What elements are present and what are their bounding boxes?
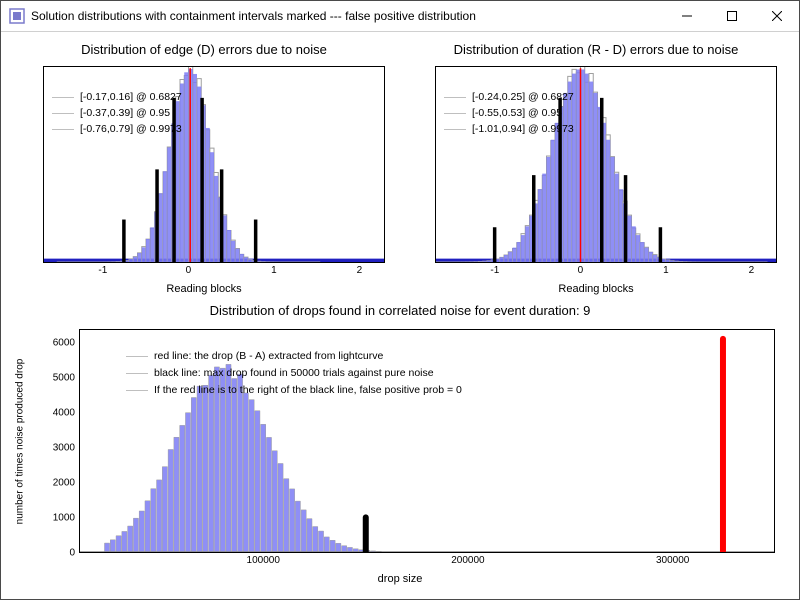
edge-errors-title: Distribution of edge (D) errors due to n… xyxy=(13,42,395,57)
edge-errors-xlabel: Reading blocks xyxy=(13,283,395,295)
drops-plot: red line: the drop (B - A) extracted fro… xyxy=(79,329,775,553)
content-area: Distribution of edge (D) errors due to n… xyxy=(1,32,799,599)
legend-item: [-0.37,0.39] @ 0.95 xyxy=(80,105,170,121)
drops-legend: red line: the drop (B - A) extracted fro… xyxy=(126,348,462,399)
edge-errors-plot: [-0.17,0.16] @ 0.6827 [-0.37,0.39] @ 0.9… xyxy=(43,66,385,263)
legend-item: [-0.17,0.16] @ 0.6827 xyxy=(80,89,182,105)
edge-errors-panel: Distribution of edge (D) errors due to n… xyxy=(13,42,395,297)
edge-errors-xticks: -1012 xyxy=(43,265,385,277)
legend-item: If the red line is to the right of the b… xyxy=(154,382,462,399)
window-title: Solution distributions with containment … xyxy=(31,9,664,23)
duration-errors-plot: [-0.24,0.25] @ 0.6827 [-0.55,0.53] @ 0.9… xyxy=(435,66,777,263)
duration-errors-legend: [-0.24,0.25] @ 0.6827 [-0.55,0.53] @ 0.9… xyxy=(444,89,574,137)
top-row: Distribution of edge (D) errors due to n… xyxy=(13,42,787,297)
legend-item: [-1.01,0.94] @ 0.9973 xyxy=(472,121,574,137)
drops-ylabel: number of times noise produced drop xyxy=(13,329,27,553)
window-controls xyxy=(664,1,799,31)
drops-xticks: 100000200000300000 xyxy=(79,555,775,567)
app-window: Solution distributions with containment … xyxy=(0,0,800,600)
duration-errors-title: Distribution of duration (R - D) errors … xyxy=(405,42,787,57)
maximize-button[interactable] xyxy=(709,1,754,31)
edge-errors-legend: [-0.17,0.16] @ 0.6827 [-0.37,0.39] @ 0.9… xyxy=(52,89,182,137)
drops-panel: Distribution of drops found in correlate… xyxy=(13,303,787,587)
duration-errors-panel: Distribution of duration (R - D) errors … xyxy=(405,42,787,297)
close-button[interactable] xyxy=(754,1,799,31)
drops-yticks: 0100020003000400050006000 xyxy=(43,329,77,553)
drops-title: Distribution of drops found in correlate… xyxy=(13,303,787,318)
drops-xlabel: drop size xyxy=(13,573,787,585)
legend-item: [-0.55,0.53] @ 0.95 xyxy=(472,105,562,121)
legend-item: black line: max drop found in 50000 tria… xyxy=(154,365,434,382)
duration-errors-xlabel: Reading blocks xyxy=(405,283,787,295)
legend-item: [-0.76,0.79] @ 0.9973 xyxy=(80,121,182,137)
titlebar[interactable]: Solution distributions with containment … xyxy=(1,1,799,32)
minimize-button[interactable] xyxy=(664,1,709,31)
legend-item: red line: the drop (B - A) extracted fro… xyxy=(154,348,383,365)
duration-errors-xticks: -1012 xyxy=(435,265,777,277)
legend-item: [-0.24,0.25] @ 0.6827 xyxy=(472,89,574,105)
app-icon xyxy=(9,8,25,24)
